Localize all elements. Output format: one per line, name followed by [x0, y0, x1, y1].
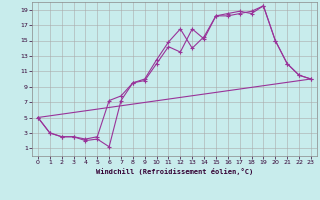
X-axis label: Windchill (Refroidissement éolien,°C): Windchill (Refroidissement éolien,°C) [96, 168, 253, 175]
